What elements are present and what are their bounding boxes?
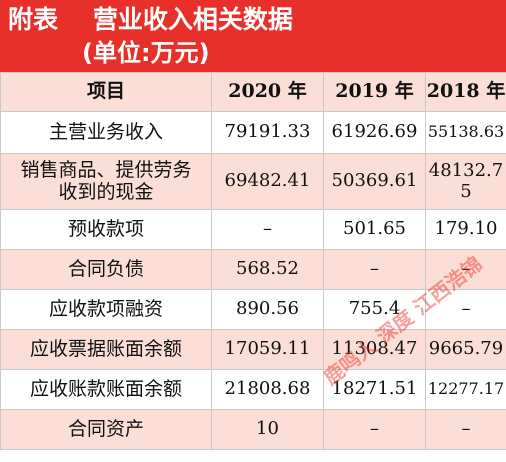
table-row: 预收款项 – 501.65 179.10 xyxy=(0,209,506,250)
value-2020: – xyxy=(211,209,324,250)
table-title-banner: 附表 营业收入相关数据 (单位:万元) xyxy=(0,0,506,72)
value-2018: 48132.7 5 xyxy=(425,153,506,210)
value-2018: 179.10 xyxy=(425,209,506,250)
value-2019: 501.65 xyxy=(323,209,426,250)
value-2020: 10 xyxy=(211,409,324,450)
row-label: 预收款项 xyxy=(0,209,212,250)
value-2020: 79191.33 xyxy=(211,111,324,154)
row-label: 应收款项融资 xyxy=(0,289,212,330)
value-2019: – xyxy=(323,409,426,450)
table-row: 应收账款账面余额 21808.68 18271.51 12277.17 xyxy=(0,369,506,410)
value-2020: 568.52 xyxy=(211,249,324,290)
header-item: 项目 xyxy=(0,72,212,112)
unit-label: (单位:万元) xyxy=(82,39,210,67)
revenue-data-table: 项目 2020 年 2019 年 2018 年 主营业务收入 79191.33 … xyxy=(0,72,506,450)
table-row: 销售商品、提供劳务 收到的现金 69482.41 50369.61 48132.… xyxy=(0,153,506,210)
value-2019: 50369.61 xyxy=(323,153,426,210)
value-2018: – xyxy=(425,409,506,450)
table-header-row: 项目 2020 年 2019 年 2018 年 xyxy=(0,72,506,112)
header-2020: 2020 年 xyxy=(211,72,324,112)
table-row: 合同负债 568.52 – – xyxy=(0,249,506,290)
table-row: 主营业务收入 79191.33 61926.69 55138.63 xyxy=(0,111,506,154)
value-2018: 55138.63 xyxy=(425,111,506,154)
value-2019: 61926.69 xyxy=(323,111,426,154)
row-label: 合同负债 xyxy=(0,249,212,290)
row-label: 应收票据账面余额 xyxy=(0,329,212,370)
value-2020: 17059.11 xyxy=(211,329,324,370)
row-label: 主营业务收入 xyxy=(0,111,212,154)
value-2019: – xyxy=(323,249,426,290)
value-2019: 755.4 xyxy=(323,289,426,330)
value-2018: 12277.17 xyxy=(425,369,506,410)
table-row: 应收款项融资 890.56 755.4 – xyxy=(0,289,506,330)
header-2019: 2019 年 xyxy=(323,72,426,112)
value-2019: 11308.47 xyxy=(323,329,426,370)
header-2018: 2018 年 xyxy=(425,72,506,112)
value-2018: 9665.79 xyxy=(425,329,506,370)
value-2020: 69482.41 xyxy=(211,153,324,210)
table-row: 合同资产 10 – – xyxy=(0,409,506,450)
row-label: 合同资产 xyxy=(0,409,212,450)
table-row: 应收票据账面余额 17059.11 11308.47 9665.79 xyxy=(0,329,506,370)
table-title: 附表 营业收入相关数据 xyxy=(8,5,293,34)
row-label: 应收账款账面余额 xyxy=(0,369,212,410)
row-label: 销售商品、提供劳务 收到的现金 xyxy=(0,153,212,210)
value-2019: 18271.51 xyxy=(323,369,426,410)
value-2020: 890.56 xyxy=(211,289,324,330)
value-2018: – xyxy=(425,249,506,290)
value-2020: 21808.68 xyxy=(211,369,324,410)
